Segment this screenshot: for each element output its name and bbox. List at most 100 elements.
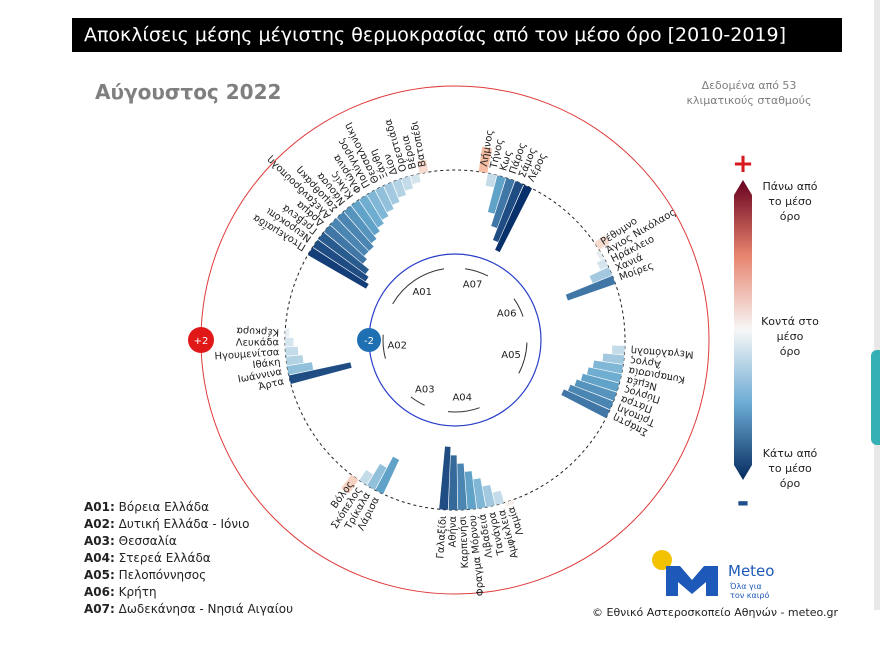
bar-a05-6 (567, 384, 614, 410)
side-edge (874, 0, 880, 610)
bar-a02-3 (285, 346, 299, 356)
station-label: Ιθάκη (252, 356, 281, 371)
bar-a01-12 (392, 178, 406, 198)
region-codes: A01 A07 A06 A05 A04 A03 A02 (382, 268, 528, 413)
bar-a05-2 (592, 360, 624, 374)
brand-tagline-2: τον καιρό (730, 590, 769, 600)
region-arc (410, 396, 425, 406)
bar-a01-8 (358, 194, 384, 228)
station-label: Μεγαλόπολη (630, 345, 694, 361)
legend-item: A06: Κρήτη (84, 585, 157, 599)
bar-a07-1 (485, 173, 497, 188)
bar-a01-10 (375, 185, 394, 213)
bar-a01-1 (312, 239, 369, 282)
logo-m-icon (666, 566, 718, 596)
colorbar-bottom-label-2: το μέσο (768, 462, 812, 475)
region-legend: A01: Βόρεια Ελλάδα A02: Δυτική Ελλάδα - … (84, 499, 293, 618)
colorbar-scale (734, 180, 752, 480)
scale-markers: +2 -2 (188, 327, 381, 353)
bar-a05-7 (561, 389, 610, 419)
legend-item: A05: Πελοπόννησος (84, 568, 207, 582)
bar-a02-1 (287, 362, 314, 375)
bar-a02-2 (285, 355, 304, 366)
bar-a03-1 (367, 463, 387, 490)
station-label: Γαλαξίδι (434, 515, 449, 559)
bar-a04-1 (492, 490, 505, 506)
chart-title: Αποκλίσεις μέσης μέγιστης θερμοκρασίας α… (72, 18, 842, 52)
colorbar-bottom-label-1: Κάτω από (763, 447, 818, 460)
region-code-a05: A05 (501, 350, 521, 361)
station-label: Αθήνα (447, 516, 459, 548)
bar-a05-4 (580, 373, 620, 392)
colorbar-mid-label-3: όρο (780, 345, 801, 358)
marker-plus-two (188, 327, 214, 353)
bar-a06-4 (565, 275, 616, 301)
data-note-line-1: Δεδομένα από 53 (701, 79, 797, 92)
region-code-a07: A07 (463, 280, 483, 291)
bar-a06-1 (595, 250, 604, 260)
meteo-logo: Meteo Όλα για τον καιρό (650, 548, 790, 604)
bar-a03-0 (375, 456, 400, 495)
region-code-a04: A04 (452, 393, 472, 404)
bar-a07-3 (491, 177, 515, 229)
legend-item: A01: Βόρεια Ελλάδα (84, 500, 210, 514)
bar-a07-4 (492, 181, 524, 243)
bar-a01-5 (336, 211, 374, 251)
colorbar-top-label-2: το μέσο (768, 195, 812, 208)
station-labels: ΠτολεμαΐδαΝευροκόπιΓρεβενάΔράμαΑλεξανδρο… (214, 117, 694, 597)
station-label: Άρτα (257, 375, 285, 393)
legend-item: A02: Δυτική Ελλάδα - Ιόνιο (84, 517, 250, 531)
bar-a07-0 (478, 146, 493, 174)
colorbar-mid-label-2: μέσο (777, 330, 804, 343)
bar-a06-2 (596, 258, 609, 271)
bar-a04-0 (504, 499, 515, 507)
region-arc (518, 342, 528, 374)
bar-a01-2 (318, 232, 370, 275)
brand-tagline-1: Όλα για (729, 581, 762, 591)
region-code-a03: A03 (415, 385, 435, 396)
colorbar-top-label-1: Πάνω από (763, 180, 818, 193)
bar-a01-0 (307, 247, 369, 289)
region-arc (464, 268, 489, 277)
bar-a03-3 (341, 474, 359, 494)
bar-a01-13 (401, 176, 414, 191)
colorbar-top-label-3: όρο (780, 210, 801, 223)
bar-a04-4 (464, 471, 477, 510)
bar-a06-3 (589, 267, 613, 284)
bar-a05-0 (611, 345, 625, 355)
bar-a04-3 (473, 478, 486, 509)
bar-a04-5 (457, 463, 467, 510)
bar-a01-4 (330, 218, 369, 256)
region-code-a01: A01 (412, 287, 432, 298)
legend-item: A04: Στερεά Ελλάδα (84, 551, 211, 565)
bar-a07-2 (487, 175, 506, 214)
colorbar-mid-label-1: Κοντά στο (761, 315, 819, 328)
bar-a04-7 (439, 446, 451, 510)
station-label: Κέρκυρα (236, 325, 280, 339)
region-arc (447, 407, 480, 413)
logo-sun-icon (652, 550, 672, 570)
region-arc (513, 298, 524, 317)
copyright: © Εθνικό Αστεροσκοπείο Αθηνών - meteo.gr (592, 606, 839, 619)
bar-a04-2 (482, 484, 495, 508)
colorbar-bottom-label-3: όρο (780, 477, 801, 490)
colorbar: + - Πάνω από το μέσο όρο Κοντά στο μέσο … (732, 149, 819, 520)
brand-name: Meteo (728, 562, 774, 580)
bar-a07-5 (495, 184, 533, 253)
bar-a01-6 (343, 205, 377, 244)
bar-a04-6 (448, 455, 458, 510)
chart-bars (285, 146, 625, 510)
bar-a01-9 (366, 190, 389, 220)
bar-a06-0 (594, 235, 610, 250)
region-arc (382, 334, 386, 359)
region-code-a06: A06 (497, 309, 517, 320)
station-label: Άργος (629, 354, 661, 370)
side-accent (871, 350, 880, 445)
region-code-a02: A02 (387, 340, 407, 351)
marker-minus-two-label: -2 (364, 336, 374, 347)
station-label: Ηγουμενίτσα (214, 346, 280, 362)
station-label: Καρπενήσι (457, 515, 471, 569)
meteo-logo-mark: Meteo Όλα για τον καιρό (652, 550, 774, 600)
ring-zero (284, 169, 626, 511)
